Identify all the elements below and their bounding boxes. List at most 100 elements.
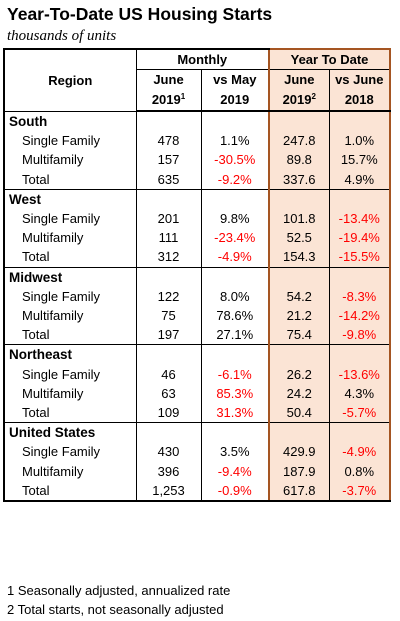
june-2019-value: 157 (135, 150, 201, 170)
row-label: Total (3, 247, 136, 268)
table-row: Single Family 478 1.1% 247.8 1.0% (3, 131, 392, 151)
june-2019-value: 122 (135, 286, 201, 307)
table-row: Total 312 -4.9% 154.3 -15.5% (3, 247, 392, 268)
empty-cell (328, 110, 392, 132)
vs-june-2018-value: -19.4% (328, 228, 392, 248)
row-label: Total (3, 169, 136, 190)
page-subtitle: thousands of units (7, 28, 117, 44)
region-header: Region (3, 48, 136, 111)
ytd-2019-value: 54.2 (268, 286, 330, 307)
table-row: Single Family 46 -6.1% 26.2 -13.6% (3, 364, 392, 384)
col-header-vs-may: vs May (200, 69, 270, 90)
ytd-2019-value: 75.4 (268, 325, 330, 345)
row-label: Single Family (3, 209, 136, 229)
col-header-ytd-june-year: 20192 (268, 90, 330, 112)
region-name: Midwest (3, 266, 136, 287)
table-row: Multifamily 111 -23.4% 52.5 -19.4% (3, 228, 392, 248)
june-2019-value: 201 (135, 209, 201, 229)
ytd-2019-value: 26.2 (268, 364, 330, 384)
table-row: Multifamily 396 -9.4% 187.9 0.8% (3, 461, 392, 481)
row-label: Single Family (3, 131, 136, 151)
vs-june-2018-value: 1.0% (328, 131, 392, 151)
vs-june-2018-value: 4.9% (328, 169, 392, 190)
vs-june-2018-value: 0.8% (328, 461, 392, 481)
col-header-ytd-june: June (268, 69, 330, 90)
row-label: Total (3, 480, 136, 503)
col-header-june-2019-year: 20191 (135, 90, 201, 112)
table-body: South Single Family 478 1.1% 247.8 1.0% Multif… (3, 110, 392, 503)
table-row: Multifamily 75 78.6% 21.2 -14.2% (3, 306, 392, 326)
vs-june-2018-value: -9.8% (328, 325, 392, 345)
header-row-2: 20191 2019 20192 2018 (4, 90, 392, 112)
empty-cell (268, 188, 330, 209)
col-header-vs-may-year: 2019 (200, 90, 270, 112)
ytd-group-header: Year To Date (268, 48, 392, 70)
ytd-2019-value: 101.8 (268, 209, 330, 229)
page-title: Year-To-Date US Housing Starts (7, 4, 273, 24)
row-label: Single Family (3, 364, 136, 384)
june-2019-value: 635 (135, 169, 201, 190)
vs-may-value: 31.3% (200, 403, 270, 423)
empty-cell (268, 110, 330, 132)
row-label: Multifamily (3, 150, 136, 170)
header-group-row: Region Monthly Year To Date (3, 48, 392, 111)
empty-cell (135, 266, 201, 287)
empty-cell (268, 266, 330, 287)
vs-june-2018-value: -15.5% (328, 247, 392, 268)
footnote-2: 2 Total starts, not seasonally adjusted (7, 602, 224, 617)
empty-cell (328, 188, 392, 209)
june-2019-value: 111 (135, 228, 201, 248)
empty-cell (268, 344, 330, 365)
table-row: Total 635 -9.2% 337.6 4.9% (3, 169, 392, 190)
empty-cell (135, 344, 201, 365)
table-row: Total 197 27.1% 75.4 -9.8% (3, 325, 392, 345)
table-row: Single Family 122 8.0% 54.2 -8.3% (3, 286, 392, 307)
vs-may-value: -30.5% (200, 150, 270, 170)
ytd-2019-value: 337.6 (268, 169, 330, 190)
empty-cell (328, 422, 392, 443)
ytd-2019-value: 24.2 (268, 383, 330, 404)
row-label: Multifamily (3, 228, 136, 248)
empty-cell (135, 188, 201, 209)
vs-may-value: -0.9% (200, 480, 270, 503)
vs-may-value: -9.2% (200, 169, 270, 190)
housing-starts-table: Region Monthly Year To Date June vs May … (3, 48, 392, 503)
ytd-2019-value: 89.8 (268, 150, 330, 170)
col-header-june-2019: June (135, 69, 201, 90)
empty-cell (268, 422, 330, 443)
empty-cell (135, 110, 201, 132)
row-label: Single Family (3, 442, 136, 462)
footnote-1: 1 Seasonally adjusted, annualized rate (7, 583, 231, 598)
empty-cell (200, 188, 270, 209)
row-label: Multifamily (3, 383, 136, 404)
ytd-2019-value: 154.3 (268, 247, 330, 268)
june-2019-value: 63 (135, 383, 201, 404)
june-2019-value: 478 (135, 131, 201, 151)
row-label: Total (3, 325, 136, 345)
june-2019-value: 430 (135, 442, 201, 462)
vs-may-value: -6.1% (200, 364, 270, 384)
empty-cell (200, 344, 270, 365)
region-name: West (3, 188, 136, 209)
vs-june-2018-value: 4.3% (328, 383, 392, 404)
june-2019-value: 109 (135, 403, 201, 423)
table-row: Multifamily 157 -30.5% 89.8 15.7% (3, 150, 392, 170)
ytd-2019-value: 50.4 (268, 403, 330, 423)
monthly-group-header: Monthly (135, 48, 270, 70)
ytd-2019-value: 187.9 (268, 461, 330, 481)
empty-cell (135, 422, 201, 443)
vs-may-value: 8.0% (200, 286, 270, 307)
vs-may-value: 9.8% (200, 209, 270, 229)
section-header-row: Midwest (3, 266, 392, 287)
june-2019-value: 197 (135, 325, 201, 345)
vs-june-2018-value: -3.7% (328, 480, 392, 503)
footnote-marker: 2 (311, 92, 316, 101)
vs-may-value: 85.3% (200, 383, 270, 404)
row-label: Multifamily (3, 461, 136, 481)
vs-may-value: -23.4% (200, 228, 270, 248)
region-name: Northeast (3, 344, 136, 365)
vs-may-value: 27.1% (200, 325, 270, 345)
row-label: Multifamily (3, 306, 136, 326)
row-label: Total (3, 403, 136, 423)
col-header-year-text: 2019 (282, 92, 312, 107)
